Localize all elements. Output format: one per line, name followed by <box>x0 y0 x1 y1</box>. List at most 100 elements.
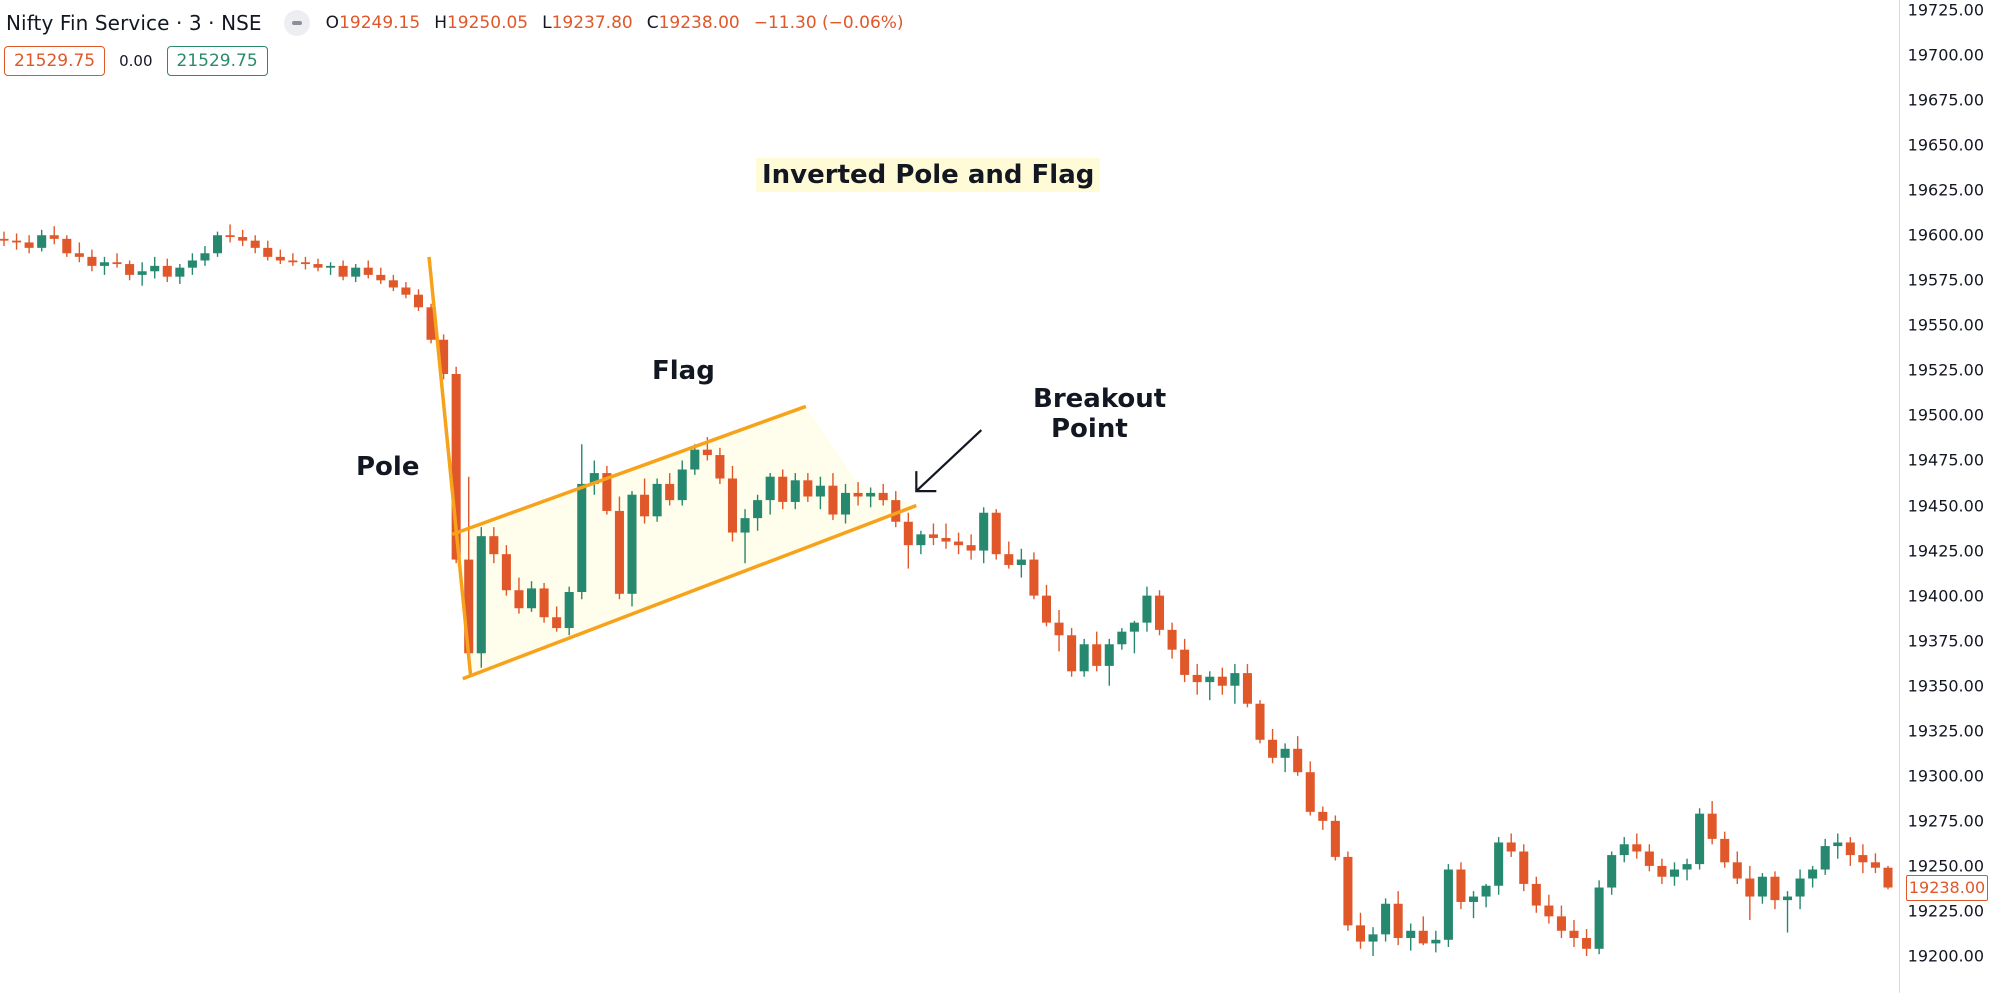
candle-body <box>1305 772 1315 812</box>
candle-body <box>1167 629 1177 650</box>
symbol-title[interactable]: Nifty Fin Service · 3 · NSE <box>6 11 262 35</box>
candle <box>288 253 298 266</box>
candle-body <box>250 240 260 248</box>
candle <box>162 258 172 283</box>
candle-body <box>162 265 172 277</box>
price-tick-label: 19725.00 <box>1907 0 1984 20</box>
candle <box>1682 858 1692 881</box>
candle <box>1129 620 1139 654</box>
candle <box>1770 871 1780 910</box>
candle-body <box>916 534 926 546</box>
last-price-label: 19238.00 <box>1906 874 1988 901</box>
candle-body <box>803 480 813 497</box>
open-label: O <box>325 13 340 33</box>
candle <box>1242 664 1252 708</box>
candle <box>24 235 34 254</box>
candle-body <box>727 478 738 533</box>
breakout-label-line2: Point <box>1051 414 1128 444</box>
candle-body <box>840 492 851 515</box>
candle <box>1569 919 1579 947</box>
candle-body <box>1180 649 1190 675</box>
candle <box>439 334 449 380</box>
price-tick-label: 19325.00 <box>1907 721 1984 741</box>
price-tick-label: 19200.00 <box>1907 946 1984 966</box>
candle <box>928 523 938 546</box>
candle-body <box>0 238 9 241</box>
candle <box>225 224 235 243</box>
candle <box>1506 833 1516 857</box>
candle <box>326 262 336 275</box>
candle <box>727 465 738 542</box>
candle <box>1318 806 1328 830</box>
candle-body <box>1230 673 1240 686</box>
candle <box>1732 851 1742 884</box>
candle <box>941 523 951 549</box>
flag-upper-trendline <box>451 404 807 536</box>
candle-body <box>815 485 825 497</box>
candle <box>464 476 474 661</box>
candle-body <box>451 373 461 560</box>
candle-body <box>1632 844 1642 852</box>
candle <box>351 264 361 283</box>
price-tick-label: 19250.00 <box>1907 856 1984 876</box>
candle-body <box>426 307 436 340</box>
candle-body <box>338 265 348 277</box>
candle-body <box>1531 883 1541 906</box>
low-label: L <box>542 13 552 33</box>
candle <box>401 282 411 299</box>
candle-body <box>1293 748 1303 773</box>
candle-body <box>740 518 750 533</box>
price-tick-label: 19675.00 <box>1907 90 1984 110</box>
candle <box>1343 851 1353 931</box>
candle <box>1594 880 1604 955</box>
candle-body <box>577 483 587 593</box>
candle-body <box>1707 813 1717 839</box>
price-axis[interactable]: 19725.00 19700.00 19675.00 19650.00 19625.00… <box>1899 0 1996 993</box>
candle-body <box>790 480 800 502</box>
candle <box>1519 844 1529 892</box>
price-tick-label: 19400.00 <box>1907 586 1984 606</box>
candle-body <box>1205 676 1215 683</box>
candle-body <box>37 235 47 248</box>
candle <box>552 606 562 632</box>
candle <box>916 530 926 555</box>
candle <box>1443 864 1453 947</box>
candle <box>778 469 788 510</box>
candle-body <box>413 294 424 308</box>
candle <box>954 532 964 555</box>
candle <box>1582 928 1592 956</box>
candle-body <box>702 449 712 456</box>
candle-body <box>1330 820 1340 857</box>
candle <box>1544 894 1554 924</box>
candle-body <box>1732 862 1742 879</box>
candle-body <box>200 253 210 261</box>
candle-body <box>1845 842 1855 856</box>
breakout-arrow-shaft <box>915 429 983 492</box>
candle-body <box>175 267 185 277</box>
candle <box>878 483 888 506</box>
candle <box>125 260 135 281</box>
candle-body <box>1079 644 1089 672</box>
candle-body <box>326 265 336 268</box>
candle-body <box>351 267 361 277</box>
candle <box>1808 865 1818 888</box>
candle-body <box>24 242 34 248</box>
candle-body <box>652 483 662 517</box>
ohlc-readout: O19249.15 H19250.05 L19237.80 C19238.00 … <box>326 13 904 33</box>
candle-body <box>1117 631 1127 645</box>
collapse-legend-icon[interactable] <box>283 10 310 36</box>
candle <box>1305 761 1315 816</box>
candle <box>238 229 248 247</box>
candle <box>1230 664 1240 704</box>
candle <box>1858 844 1868 874</box>
candle-body <box>137 271 147 275</box>
candle-body <box>1720 838 1730 863</box>
buy-price-button[interactable]: 21529.75 <box>166 46 268 76</box>
candle-body <box>690 449 700 470</box>
candle-body <box>489 536 499 555</box>
candle <box>652 478 662 522</box>
sell-price-button[interactable]: 21529.75 <box>4 46 106 76</box>
candle <box>187 253 197 275</box>
candle <box>1870 853 1880 874</box>
